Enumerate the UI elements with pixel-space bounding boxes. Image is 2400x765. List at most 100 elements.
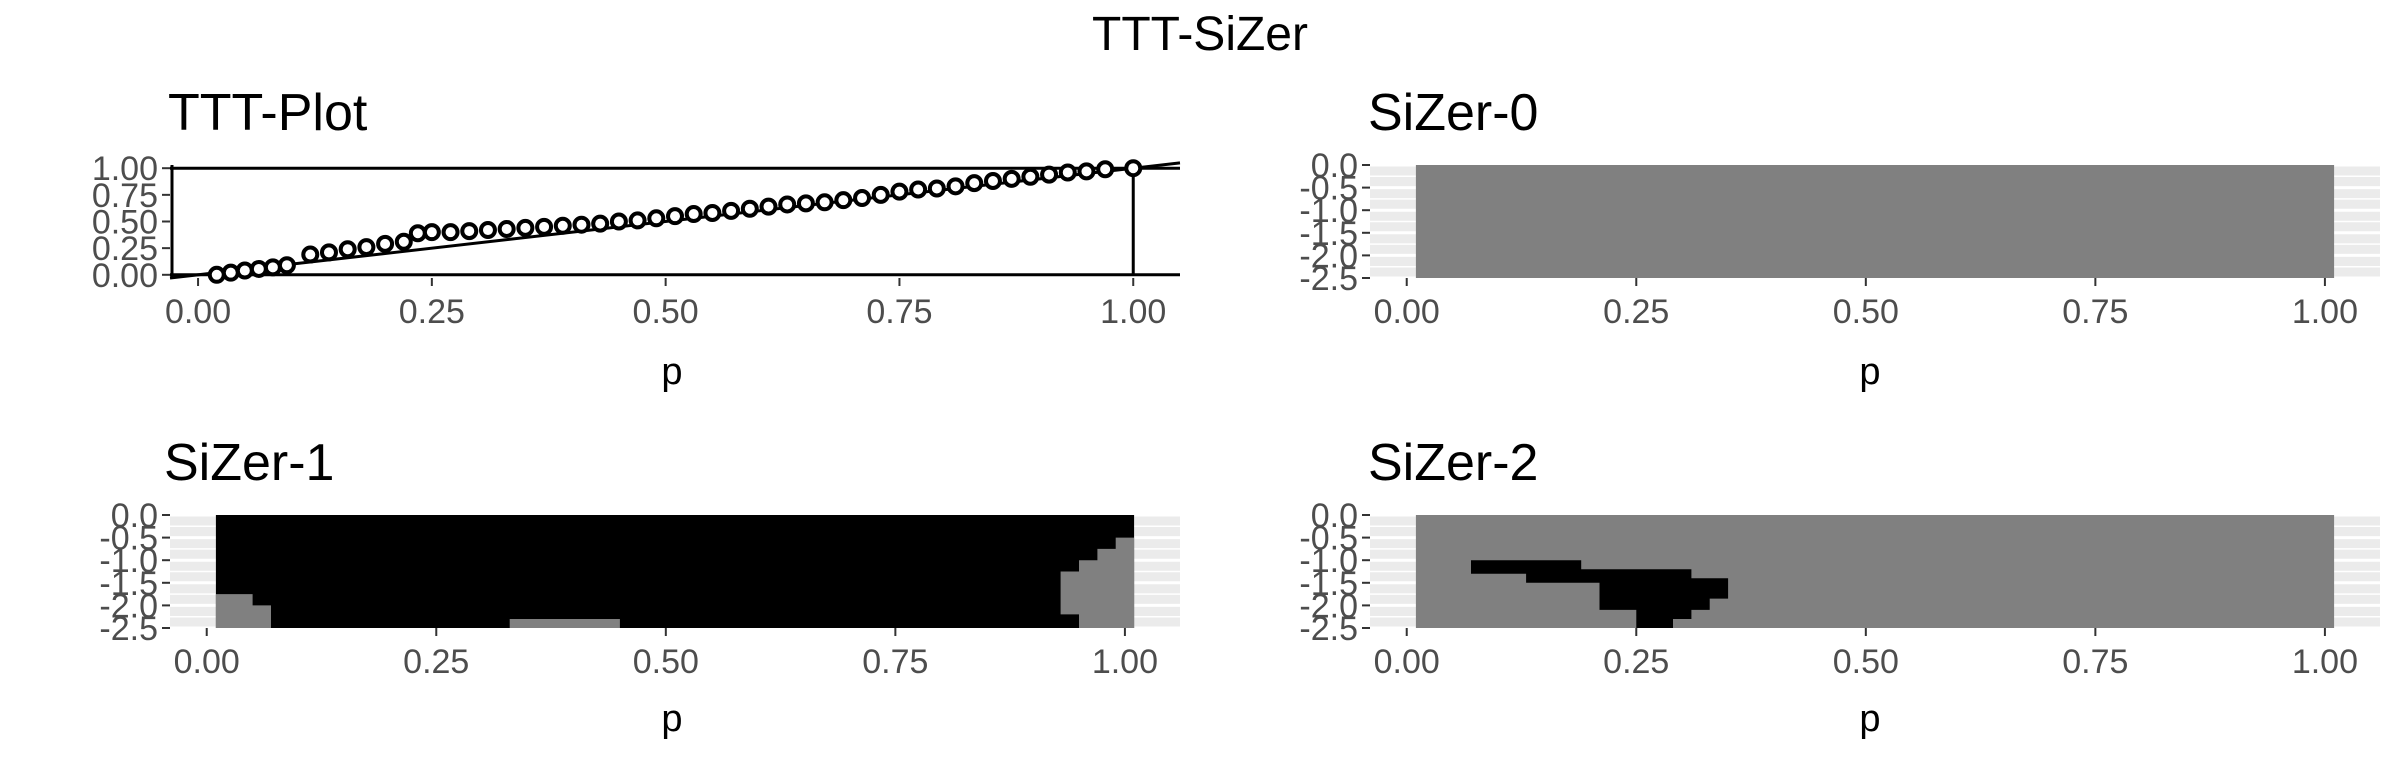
y-tick-label: -2.5: [1299, 260, 1358, 298]
panel-title: SiZer-1: [164, 434, 334, 492]
x-tick-label: 0.00: [165, 293, 231, 331]
data-point: [408, 224, 427, 243]
data-point: [460, 222, 479, 241]
x-axis-label: p: [1859, 351, 1880, 393]
data-point: [1096, 160, 1115, 179]
y-tick-label: 0.00: [92, 257, 158, 295]
y-tick-label: -1.0: [99, 542, 158, 580]
data-point: [376, 234, 395, 253]
data-point: [759, 197, 778, 216]
y-tick-label: 0.25: [92, 230, 158, 268]
data-point: [207, 265, 226, 284]
x-axis-label: p: [661, 351, 682, 393]
x-tick-label: 0.75: [2062, 643, 2128, 681]
y-tick-label: -0.5: [1299, 170, 1358, 208]
y-tick-label: -1.0: [1299, 192, 1358, 230]
x-tick-label: 1.00: [2292, 643, 2358, 681]
data-point: [778, 195, 797, 214]
data-point: [338, 240, 357, 259]
data-point: [1040, 165, 1059, 184]
sizer-0-panel: SiZer-0 0.0-0.5-1.0-1.5-2.0-2.5 0.00 0.25 0…: [1299, 84, 2380, 393]
sizer-2-area: 0.0-0.5-1.0-1.5-2.0-2.5 0.00 0.25 0.50 0.75 1…: [1299, 497, 2380, 681]
x-tick-label: 0.25: [399, 293, 465, 331]
data-point: [221, 263, 240, 282]
x-tick-label: 1.00: [2292, 293, 2358, 331]
sizer-region-gray: [509, 619, 620, 628]
ttt-plot-panel: TTT-Plot 0.000.250.500.751.000.00 0.25 0.5…: [92, 84, 1181, 393]
panel-title: SiZer-0: [1368, 84, 1538, 142]
figure-title: TTT-SiZer: [1092, 8, 1308, 61]
data-point: [871, 185, 890, 204]
y-tick-label: -2.0: [1299, 237, 1358, 275]
data-point: [553, 216, 572, 235]
data-point: [983, 171, 1002, 190]
data-point: [235, 261, 254, 280]
x-tick-label: 0.50: [1833, 293, 1899, 331]
y-tick-label: -1.0: [1299, 542, 1358, 580]
x-tick-label: 0.00: [174, 643, 240, 681]
y-tick-label: -0.5: [99, 520, 158, 558]
y-tick-label: -1.5: [1299, 215, 1358, 253]
x-axis-label: p: [1859, 698, 1880, 740]
x-tick-label: 0.75: [862, 643, 928, 681]
y-tick-label: 0.75: [92, 177, 158, 215]
data-point: [853, 189, 872, 208]
y-tick-label: 1.00: [92, 150, 158, 188]
data-point: [497, 219, 516, 238]
panel-title: TTT-Plot: [168, 84, 368, 142]
y-tick-label: 0.50: [92, 204, 158, 242]
data-point: [628, 211, 647, 230]
x-tick-label: 0.50: [1833, 643, 1899, 681]
data-point: [394, 232, 413, 251]
data-point: [609, 212, 628, 231]
data-point: [535, 217, 554, 236]
y-tick-label: -2.5: [99, 610, 158, 648]
y-tick-label: -2.0: [99, 587, 158, 625]
data-point: [277, 256, 296, 275]
data-point: [834, 191, 853, 210]
data-point: [1124, 159, 1143, 178]
panel-title: SiZer-2: [1368, 434, 1538, 492]
data-point: [909, 180, 928, 199]
data-point: [357, 238, 376, 257]
data-point: [946, 177, 965, 196]
data-point: [1021, 167, 1040, 186]
x-tick-label: 0.00: [1374, 293, 1440, 331]
data-point: [740, 199, 759, 218]
data-point: [965, 174, 984, 193]
sizer-0-area: 0.0-0.5-1.0-1.5-2.0-2.5 0.00 0.25 0.50 0.75 1…: [1299, 147, 2380, 331]
sizer-region-black: [215, 515, 1135, 628]
data-point: [263, 258, 282, 277]
data-point: [301, 245, 320, 264]
sizer-region-gray: [1415, 165, 2335, 278]
data-point: [815, 193, 834, 212]
x-tick-label: 0.50: [633, 643, 699, 681]
ttt-plot-area: 0.000.250.500.751.000.00 0.25 0.50 0.75 1.00: [92, 150, 1181, 331]
y-tick-label: -2.0: [1299, 587, 1358, 625]
x-tick-label: 0.75: [866, 293, 932, 331]
y-tick-label: -1.5: [1299, 565, 1358, 603]
data-point: [319, 243, 338, 262]
data-point: [927, 179, 946, 198]
data-point: [516, 218, 535, 237]
x-tick-label: 0.00: [1374, 643, 1440, 681]
x-axis-label: p: [661, 698, 682, 740]
data-point: [1058, 163, 1077, 182]
data-point: [591, 214, 610, 233]
data-point: [1077, 162, 1096, 181]
x-tick-label: 0.25: [1603, 293, 1669, 331]
y-tick-label: 0.0: [111, 497, 158, 535]
data-point: [666, 207, 684, 226]
sizer-region-gray: [215, 594, 271, 628]
data-point: [684, 205, 703, 224]
data-point: [890, 182, 909, 201]
y-tick-label: 0.0: [1311, 147, 1358, 185]
x-tick-label: 0.25: [403, 643, 469, 681]
y-tick-label: -2.5: [1299, 610, 1358, 648]
x-tick-label: 0.25: [1603, 643, 1669, 681]
data-point: [796, 194, 815, 213]
x-tick-label: 1.00: [1100, 293, 1166, 331]
data-point: [703, 203, 722, 222]
sizer-1-area: 0.0-0.5-1.0-1.5-2.0-2.5 0.00 0.25 0.50 0.75 1…: [99, 497, 1180, 681]
